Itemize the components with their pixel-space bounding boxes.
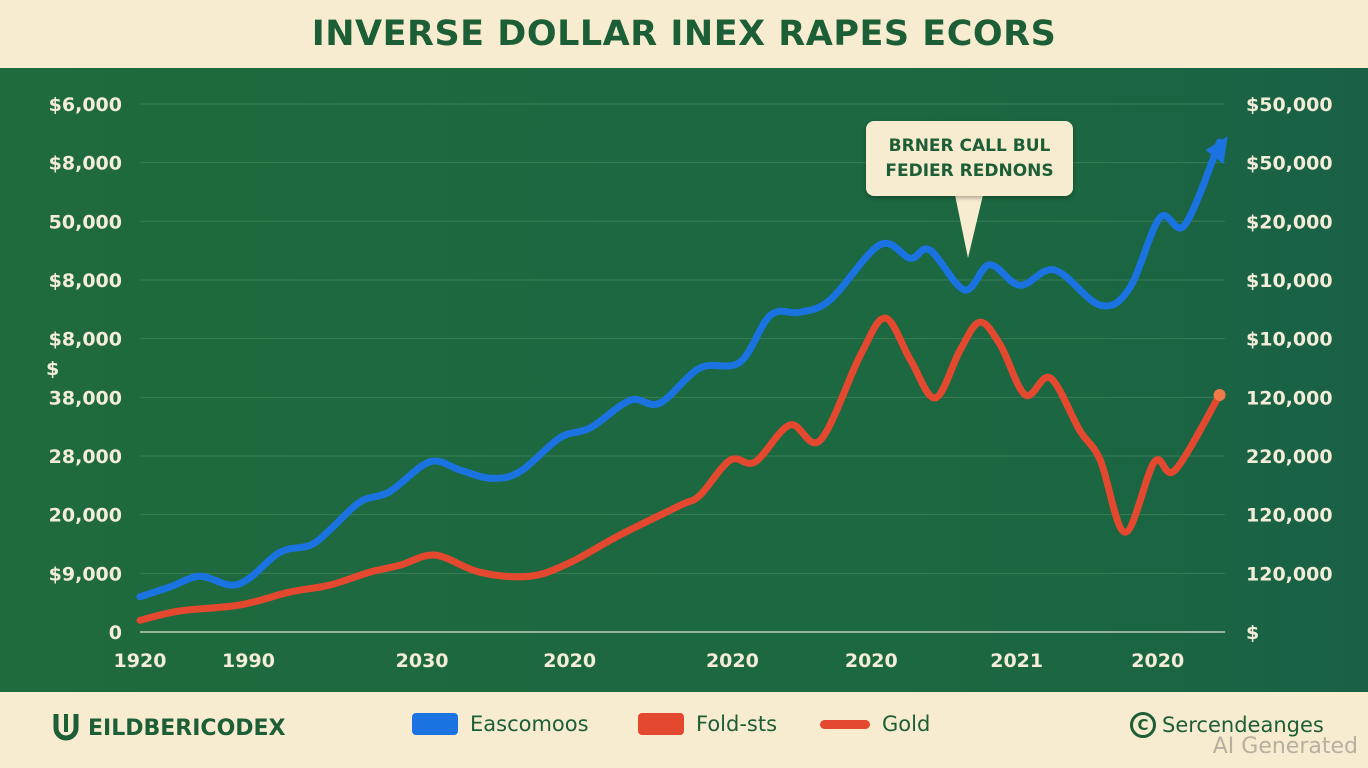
y-tick-label-right: $10,000 (1246, 270, 1333, 292)
y-tick-label-left: $6,000 (49, 94, 122, 116)
legend-label: Gold (882, 712, 931, 736)
y-tick-label-left: $8,000 (49, 270, 122, 292)
y-tick-label-right: 220,000 (1246, 446, 1333, 468)
legend-label: Fold-sts (696, 712, 778, 736)
chart-title: INVERSE DOLLAR INEX RAPES ECORS (311, 14, 1057, 54)
y-tick-label-right: $50,000 (1246, 94, 1333, 116)
series-line-fold-sts (136, 314, 1224, 624)
annotation-callout: BRNER CALL BUL FEDIER REDNONS (866, 121, 1073, 196)
series-line-eascomoos (136, 138, 1224, 601)
y-tick-label-right: $50,000 (1246, 153, 1333, 175)
brand-name: EILDBERICODEX (88, 715, 286, 741)
y-tick-label-left: 38,000 (49, 387, 122, 409)
series-end-marker (1213, 388, 1226, 401)
y-tick-label-left: 50,000 (49, 211, 122, 233)
brand-logo-icon (53, 714, 79, 741)
annotation-line-1: BRNER CALL BUL (888, 135, 1051, 156)
source-text: Sercendeanges (1162, 713, 1324, 737)
ai-watermark: AI Generated (1212, 734, 1358, 759)
legend-item-eascomoos: Eascomoos (412, 712, 589, 736)
annotation-line-2: FEDIER REDNONS (885, 160, 1054, 181)
legend-swatch-blue (412, 713, 458, 735)
y-tick-label-left: 20,000 (49, 505, 122, 527)
arrowhead-icon (1205, 136, 1228, 165)
x-tick-label: 2020 (706, 650, 759, 672)
legend-item-fold-sts: Fold-sts (638, 712, 777, 736)
y-tick-label-left: $8,000 (49, 329, 122, 351)
copyright-icon: C (1130, 712, 1156, 738)
legend-line-red (820, 719, 870, 729)
y-tick-label-left: $9,000 (49, 563, 122, 585)
x-tick-label: 1920 (114, 650, 167, 672)
y-tick-label-right: $10,000 (1246, 329, 1333, 351)
brand: EILDBERICODEX (52, 712, 286, 744)
y-tick-label-right: 120,000 (1246, 387, 1333, 409)
y-tick-label-right: 120,000 (1246, 505, 1333, 527)
y-axis-currency-symbol: $ (46, 358, 59, 380)
x-tick-label: 2030 (396, 650, 449, 672)
legend-item-gold: Gold (820, 712, 930, 736)
y-tick-label-right: 120,000 (1246, 563, 1333, 585)
y-tick-label-right: $20,000 (1246, 211, 1333, 233)
x-tick-label: 2021 (990, 650, 1043, 672)
legend-label: Eascomoos (470, 712, 589, 736)
y-tick-label-right: $ (1246, 622, 1259, 644)
y-tick-label-left: 0 (109, 622, 122, 644)
footer: EILDBERICODEX Eascomoos Fold-sts Gold C … (0, 692, 1368, 768)
x-tick-label: 2020 (1131, 650, 1184, 672)
x-tick-label: 2020 (543, 650, 596, 672)
source: C Sercendeanges (1130, 712, 1324, 738)
y-tick-label-left: $8,000 (49, 153, 122, 175)
y-tick-label-left: 28,000 (49, 446, 122, 468)
legend-swatch-red (638, 713, 684, 735)
x-tick-label: 1990 (222, 650, 275, 672)
x-tick-label: 2020 (845, 650, 898, 672)
callout-pointer (955, 195, 983, 258)
